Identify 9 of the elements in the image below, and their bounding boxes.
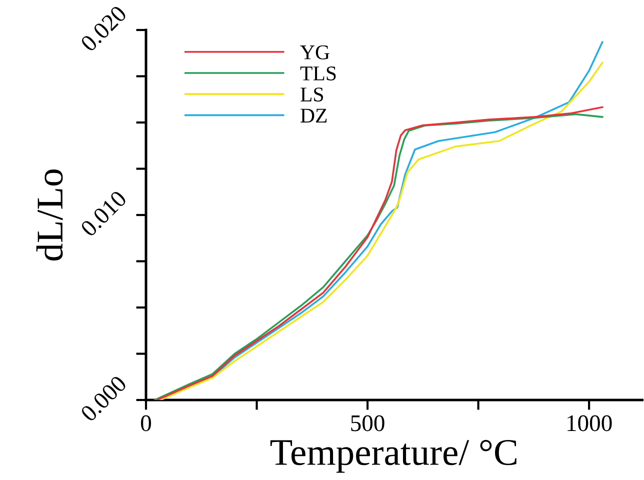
x-tick-label: 500 <box>351 415 384 432</box>
x-axis-title: Temperature/ °C <box>270 440 516 473</box>
legend-label: YG <box>300 45 330 60</box>
x-tick-label: 0 <box>140 415 152 432</box>
y-axis-title: dL/Lo <box>36 170 63 261</box>
legend-label: TLS <box>300 66 336 80</box>
legend-label: DZ <box>300 108 327 123</box>
x-tick-label: 1000 <box>568 415 612 432</box>
legend-label: LS <box>300 88 323 102</box>
